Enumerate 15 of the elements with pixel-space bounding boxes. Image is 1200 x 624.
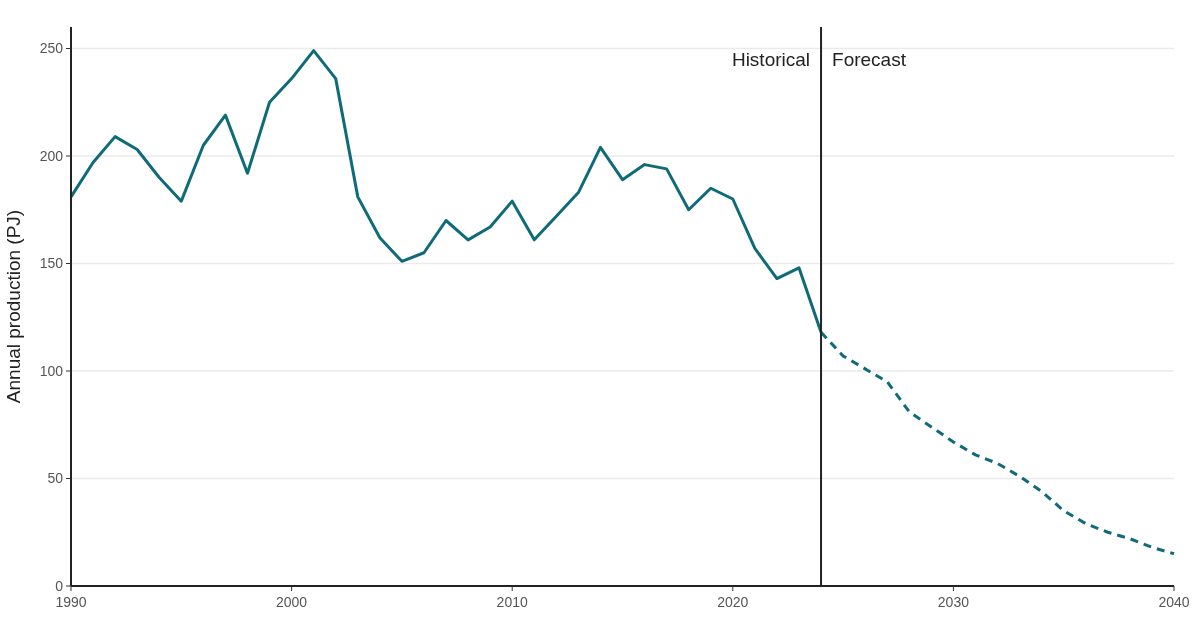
annotation: Historical	[731, 49, 811, 71]
x-tick-label: 2010	[496, 594, 528, 610]
x-tick-label: 2020	[717, 594, 749, 610]
x-tick-label: 2030	[937, 594, 970, 610]
y-tick-label: 50	[47, 470, 64, 487]
y-axis-title: Annual production (PJ)	[3, 209, 24, 404]
y-tick-label: 200	[39, 147, 64, 164]
y-tick-label: 0	[55, 577, 64, 594]
x-tick-label: 2040	[1158, 594, 1190, 610]
x-tick-label: 2000	[276, 594, 308, 610]
x-tick-label: 1990	[55, 594, 87, 610]
annotation: Forecast	[832, 49, 907, 71]
y-tick-label: 150	[39, 255, 64, 272]
y-tick-label: 250	[39, 40, 64, 57]
y-tick-label: 100	[39, 362, 64, 379]
